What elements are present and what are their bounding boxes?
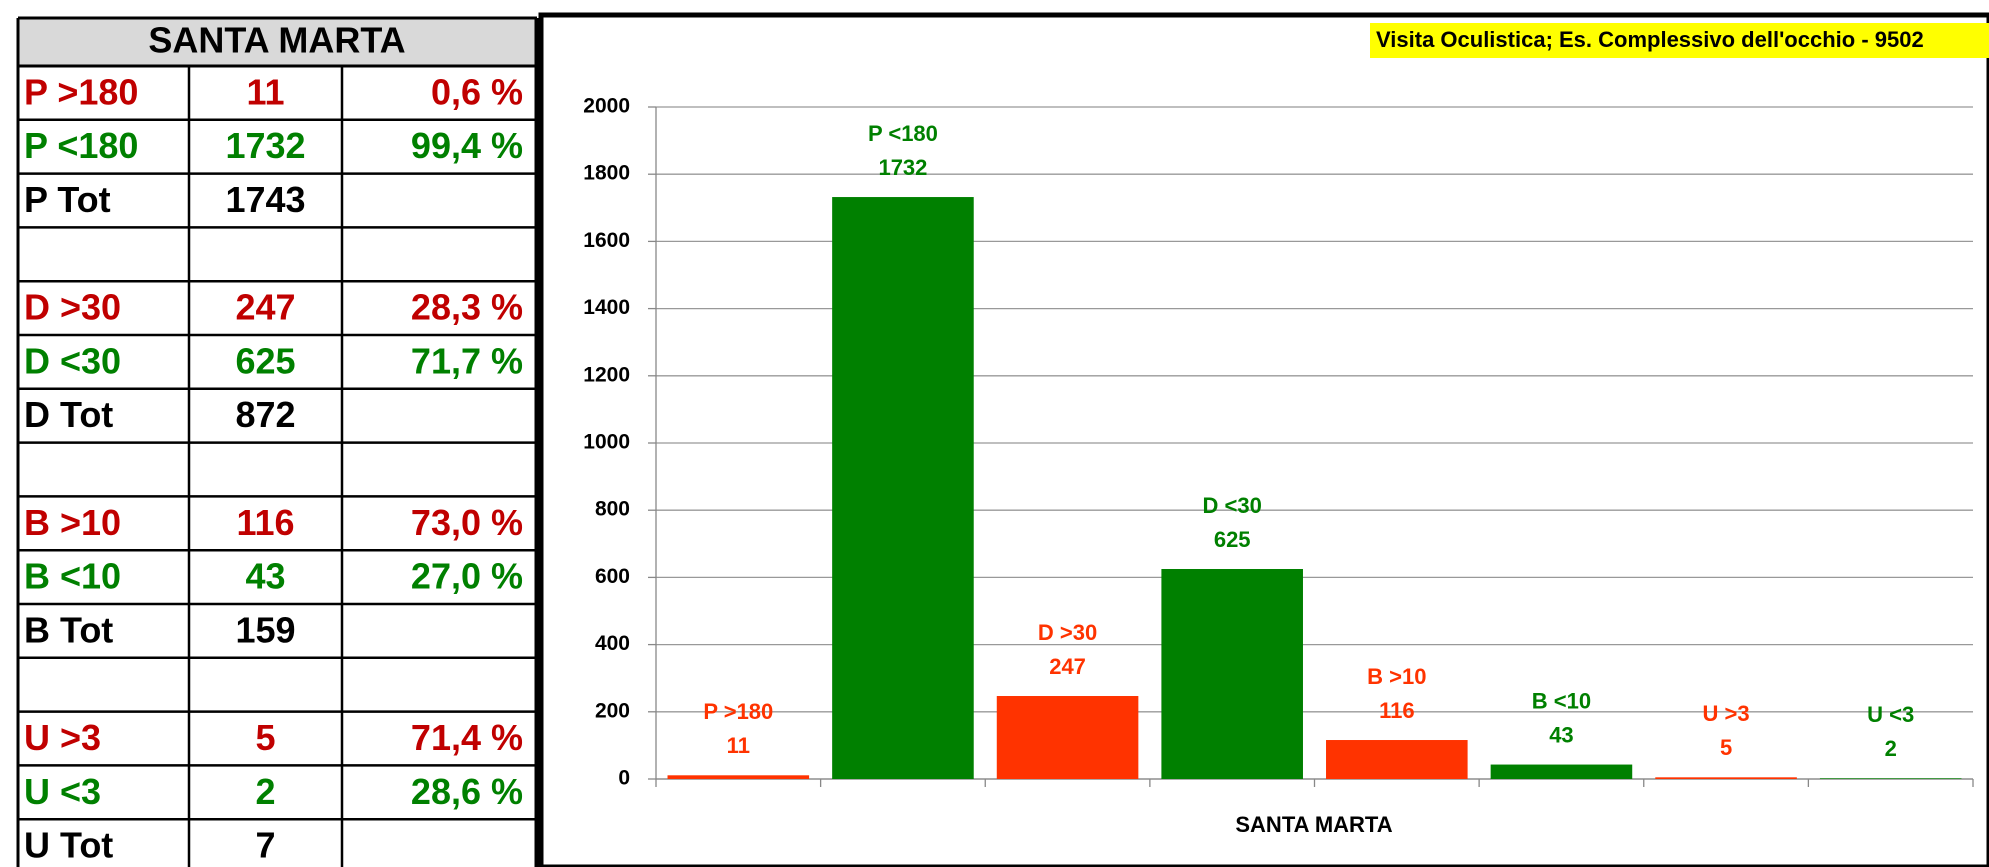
data-label-name: P >180 bbox=[703, 699, 773, 724]
chart-title: Visita Oculistica; Es. Complessivo dell'… bbox=[1376, 27, 1924, 52]
table-cell: 116 bbox=[236, 502, 294, 543]
x-axis-label: SANTA MARTA bbox=[1235, 812, 1392, 837]
data-label-name: B >10 bbox=[1367, 664, 1426, 689]
data-label: 116 bbox=[1379, 698, 1415, 723]
table-cell: 43 bbox=[245, 556, 285, 597]
table-cell: 11 bbox=[246, 71, 284, 112]
y-tick-label: 400 bbox=[595, 632, 630, 655]
table-cell: 1743 bbox=[225, 179, 305, 220]
table-cell: 2 bbox=[255, 771, 275, 812]
data-label-name: D >30 bbox=[1038, 620, 1097, 645]
data-label: 11 bbox=[727, 733, 750, 758]
bar bbox=[832, 197, 974, 780]
data-label: 2 bbox=[1885, 736, 1897, 761]
table-cell: 159 bbox=[235, 609, 295, 650]
table-cell: 247 bbox=[235, 287, 295, 328]
table-cell: D Tot bbox=[24, 394, 113, 435]
bar bbox=[1161, 569, 1303, 779]
table-cell: U <3 bbox=[24, 771, 101, 812]
table-cell: 872 bbox=[235, 394, 295, 435]
data-label-name: U >3 bbox=[1703, 701, 1750, 726]
bar bbox=[1655, 777, 1797, 779]
bar bbox=[667, 775, 810, 779]
table-cell: B <10 bbox=[24, 556, 121, 597]
data-label: 625 bbox=[1214, 527, 1251, 552]
table-header-bg bbox=[18, 18, 537, 66]
table-cell: 99,4 % bbox=[411, 125, 523, 166]
table-cell: 0,6 % bbox=[431, 71, 523, 112]
y-tick-label: 1800 bbox=[583, 162, 630, 185]
table-cell: D >30 bbox=[24, 287, 121, 328]
table-cell: B >10 bbox=[24, 502, 121, 543]
table-cell: 1732 bbox=[225, 125, 305, 166]
data-label-name: B <10 bbox=[1532, 688, 1591, 713]
table-cell: 28,6 % bbox=[411, 771, 523, 812]
table-cell: 71,4 % bbox=[411, 717, 523, 758]
table-cell: 73,0 % bbox=[411, 502, 523, 543]
table-cell: 27,0 % bbox=[411, 556, 523, 597]
data-label-name: P <180 bbox=[868, 121, 938, 146]
table-cell: U >3 bbox=[24, 717, 101, 758]
table-cell: U Tot bbox=[24, 825, 113, 866]
data-label: 1732 bbox=[878, 155, 927, 180]
data-label-name: D <30 bbox=[1203, 493, 1262, 518]
y-tick-label: 200 bbox=[595, 699, 630, 722]
y-tick-label: 1400 bbox=[583, 296, 630, 319]
table-cell: 71,7 % bbox=[411, 340, 523, 381]
data-label: 43 bbox=[1549, 722, 1573, 747]
table-cell: P >180 bbox=[24, 71, 138, 112]
table-cell: P <180 bbox=[24, 125, 138, 166]
y-tick-label: 1600 bbox=[583, 229, 630, 252]
y-tick-label: 1200 bbox=[583, 363, 630, 386]
data-label: 247 bbox=[1049, 654, 1086, 679]
table-cell: 28,3 % bbox=[411, 287, 523, 328]
y-tick-label: 0 bbox=[618, 767, 630, 790]
table-cell: D <30 bbox=[24, 340, 121, 381]
table-title: SANTA MARTA bbox=[148, 20, 405, 61]
table-cell: 625 bbox=[235, 340, 295, 381]
bar bbox=[1490, 764, 1633, 779]
y-tick-label: 800 bbox=[595, 498, 630, 521]
y-tick-label: 600 bbox=[595, 565, 630, 588]
y-tick-label: 2000 bbox=[583, 95, 630, 118]
bar bbox=[1819, 778, 1962, 779]
table-cell: B Tot bbox=[24, 609, 113, 650]
table-cell: 5 bbox=[255, 717, 275, 758]
y-tick-label: 1000 bbox=[583, 431, 630, 454]
table-cell: 7 bbox=[255, 825, 275, 866]
title-box bbox=[1370, 23, 1989, 58]
data-label: 5 bbox=[1720, 735, 1732, 760]
data-label-name: U <3 bbox=[1867, 702, 1914, 727]
bar bbox=[996, 696, 1139, 779]
bar bbox=[1326, 740, 1468, 779]
table-cell: P Tot bbox=[24, 179, 111, 220]
